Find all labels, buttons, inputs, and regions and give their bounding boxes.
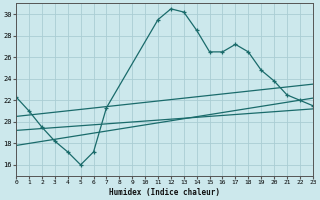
X-axis label: Humidex (Indice chaleur): Humidex (Indice chaleur): [109, 188, 220, 197]
